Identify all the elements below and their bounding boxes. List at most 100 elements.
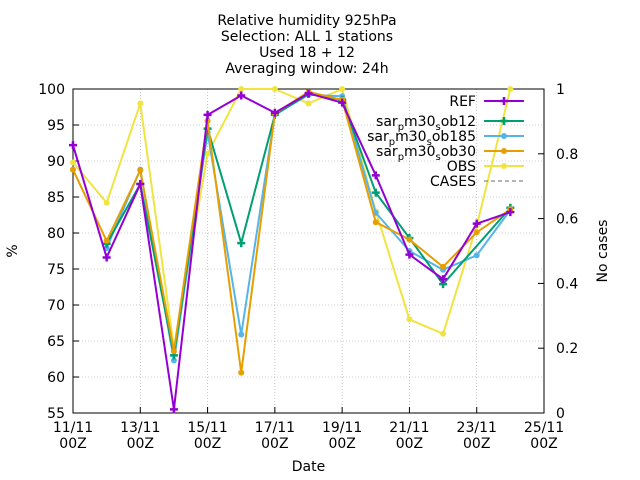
data-point [440, 330, 447, 337]
data-point [237, 91, 246, 100]
data-point [103, 237, 110, 244]
y-tick-label: 85 [47, 190, 65, 206]
y2-axis-label: No cases [595, 220, 611, 283]
x-tick-label: 25/11 [524, 420, 564, 436]
data-point [203, 110, 212, 119]
x-tick-label: 19/11 [322, 420, 362, 436]
y-axis-label: % [5, 244, 21, 257]
x-tick-label: 21/11 [389, 420, 429, 436]
data-point [137, 100, 144, 107]
y-tick-label: 100 [38, 82, 65, 98]
x-tick-label: 00Z [59, 436, 86, 452]
legend-label: CASES [430, 174, 476, 190]
y-tick-label: 65 [47, 334, 65, 350]
data-point [305, 100, 312, 107]
legend-label: sarpm30sob185 [367, 129, 476, 148]
title-line: Selection: ALL 1 stations [221, 29, 393, 45]
legend-marker [500, 97, 508, 105]
data-point [170, 357, 177, 364]
y-axis-ticks: 55 60 65 70 75 80 85 90 95 100 [38, 82, 79, 422]
data-point [169, 405, 178, 414]
legend-label: sarpm30sob30 [376, 144, 476, 163]
y-tick-label: 95 [47, 118, 65, 134]
x-tick-label: 15/11 [187, 420, 227, 436]
y2-tick-label: 1 [556, 82, 565, 98]
data-point [473, 229, 480, 236]
legend-label: OBS [447, 159, 476, 175]
data-point [371, 171, 380, 180]
legend-marker [501, 163, 507, 169]
data-point [405, 250, 414, 259]
x-tick-label: 00Z [396, 436, 423, 452]
y-tick-label: 90 [47, 154, 65, 170]
x-tick-label: 00Z [463, 436, 490, 452]
x-tick-label: 00Z [530, 436, 557, 452]
data-point [136, 180, 145, 189]
data-point [506, 208, 515, 217]
data-point [271, 86, 278, 92]
series [69, 86, 515, 414]
x-tick-label: 00Z [328, 436, 355, 452]
data-point [137, 167, 144, 174]
y2-tick-label: 0.4 [556, 276, 578, 292]
legend: REF sarpm30sob12sarpm30sob185sarpm30sob30… [367, 94, 524, 190]
y2-tick-label: 0.2 [556, 341, 578, 357]
x-tick-label: 11/11 [53, 420, 93, 436]
data-point [70, 166, 76, 173]
data-point [70, 159, 76, 166]
series-line [72, 92, 511, 411]
data-point [103, 199, 110, 206]
data-point [440, 263, 447, 270]
title-line: Relative humidity 925hPa [217, 13, 396, 29]
data-point [372, 219, 379, 226]
data-point [406, 316, 413, 323]
data-point [338, 98, 347, 107]
series-line [72, 88, 512, 350]
data-point [507, 86, 514, 92]
data-point [238, 369, 245, 376]
y2-axis-ticks: 0 0.2 0.4 0.6 0.8 1 [538, 82, 578, 422]
y-tick-label: 75 [47, 262, 65, 278]
legend-marker [500, 117, 508, 125]
x-tick-label: 17/11 [255, 420, 295, 436]
data-point [339, 86, 346, 92]
legend-label: sarpm30sob12 [376, 114, 476, 133]
data-point [270, 108, 279, 117]
data-point [170, 348, 177, 355]
x-tick-label: 13/11 [120, 420, 160, 436]
data-point [371, 188, 380, 197]
y-tick-label: 60 [47, 370, 65, 386]
y2-tick-label: 0.8 [556, 147, 578, 163]
y2-tick-label: 0.6 [556, 212, 578, 228]
y2-tick-label: 0 [556, 406, 565, 422]
data-point [439, 275, 448, 284]
x-tick-label: 00Z [127, 436, 154, 452]
x-tick-label: 00Z [194, 436, 221, 452]
data-point [237, 239, 246, 248]
legend-marker [501, 133, 507, 139]
x-tick-label: 00Z [261, 436, 288, 452]
x-axis-label: Date [292, 459, 325, 475]
legend-marker [501, 148, 507, 154]
legend-label: REF [449, 94, 476, 110]
x-axis-ticks: 11/1100Z13/1100Z15/1100Z17/1100Z19/1100Z… [53, 407, 564, 452]
data-point [238, 331, 245, 338]
data-point [238, 86, 245, 92]
x-tick-label: 23/11 [457, 420, 497, 436]
data-point [472, 219, 481, 228]
series-line [105, 93, 512, 357]
data-point [473, 252, 480, 259]
data-point [204, 150, 211, 157]
data-point [102, 253, 111, 262]
data-point [69, 141, 77, 150]
data-point [406, 236, 413, 243]
data-point [304, 89, 313, 98]
series-ref [69, 89, 515, 414]
title-line: Averaging window: 24h [225, 61, 388, 77]
y-tick-label: 70 [47, 298, 65, 314]
y-tick-label: 80 [47, 226, 65, 242]
title-line: Used 18 + 12 [259, 45, 355, 61]
y-tick-label: 55 [47, 406, 65, 422]
